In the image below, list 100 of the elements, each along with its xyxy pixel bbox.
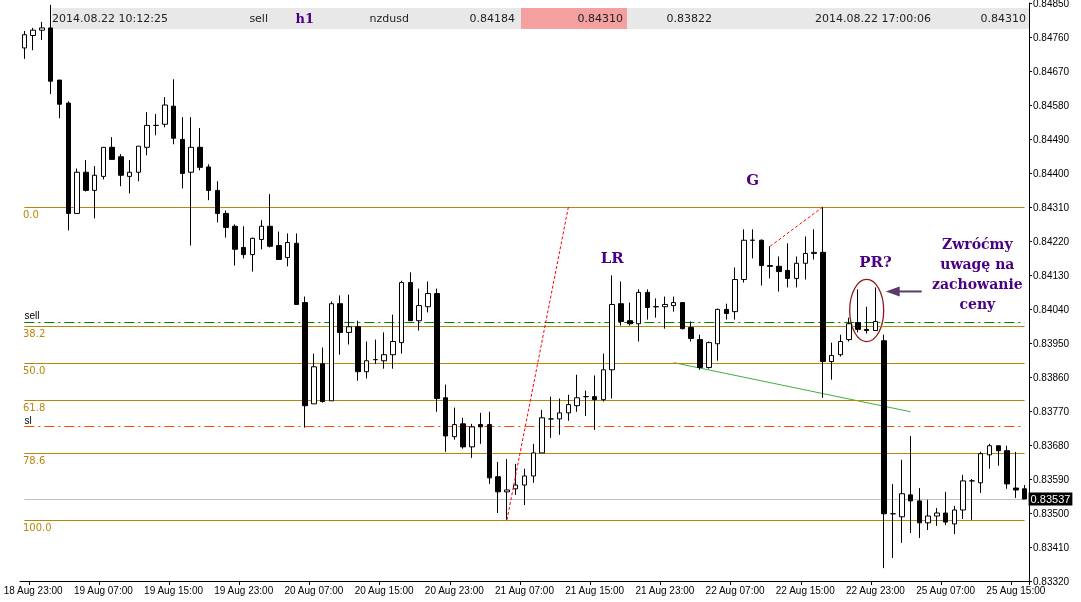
candlestick (531, 443, 536, 484)
x-tick-label: 22 Aug 07:00 (705, 584, 765, 596)
candlestick (487, 411, 492, 485)
y-tick-label: 0.84310 (1033, 201, 1070, 213)
candlestick (925, 499, 931, 531)
candlestick (408, 271, 413, 322)
candlestick (364, 340, 369, 380)
candlestick (943, 491, 948, 526)
y-tick-label: 0.83320 (1033, 575, 1070, 587)
candlestick (522, 468, 527, 506)
candlestick (557, 398, 562, 436)
candlestick (1013, 451, 1019, 499)
candlestick (162, 96, 168, 128)
candlestick (478, 412, 483, 445)
candlestick (855, 288, 861, 333)
candlestick (259, 219, 264, 250)
candlestick (732, 266, 738, 321)
candlestick (48, 4, 53, 95)
candlestick (504, 458, 510, 521)
candlestick (934, 507, 940, 527)
candlestick (899, 459, 905, 544)
y-tick-label: 0.83410 (1033, 541, 1070, 553)
candlestick (311, 353, 317, 405)
annotation: nzdusd (369, 11, 409, 27)
candlestick (1004, 445, 1010, 490)
candlestick (197, 127, 203, 171)
candlestick (294, 232, 299, 305)
x-tick-label: 25 Aug 07:00 (916, 584, 976, 596)
candlestick (864, 306, 869, 335)
annotation: 100.0 (23, 521, 52, 533)
x-tick-label: 22 Aug 23:00 (845, 584, 906, 596)
candlestick (355, 320, 361, 382)
y-tick-label: 0.83680 (1033, 439, 1070, 451)
y-tick-label: 0.83860 (1033, 371, 1070, 383)
y-tick-label: 0.83590 (1033, 473, 1070, 485)
candlestick (346, 294, 352, 346)
candlestick (750, 228, 755, 259)
candlestick (741, 228, 747, 284)
candlestick (74, 167, 80, 214)
annotation: 0.84310 (980, 11, 1026, 27)
candlestick (267, 193, 273, 248)
candlestick (653, 297, 659, 319)
candlestick (811, 228, 817, 261)
candlestick (671, 296, 676, 313)
candlestick (715, 308, 720, 362)
candlestick (978, 451, 983, 494)
candlestick (627, 302, 633, 327)
candlestick (583, 390, 589, 417)
x-tick-label: 19 Aug 07:00 (73, 584, 134, 596)
candlestick (618, 280, 624, 327)
candlestick (838, 334, 843, 358)
candlestick (794, 255, 799, 288)
annotation: h1 (295, 10, 314, 28)
candlestick (215, 180, 220, 223)
annotation: sell (249, 11, 268, 27)
candlestick (609, 274, 615, 400)
candlestick (57, 79, 62, 119)
candlestick (969, 478, 975, 521)
annotation: 61.8 (23, 402, 46, 414)
x-tick-label: 22 Aug 15:00 (775, 584, 836, 596)
ref-line-label: sell (24, 310, 40, 322)
candlestick (873, 286, 878, 332)
candlestick (171, 78, 176, 145)
candlestick (697, 334, 703, 371)
ref-line-label: 0.83537 (1030, 493, 1071, 506)
candlestick (250, 237, 255, 273)
annotation: 2014.08.22 10:12:25 (52, 11, 168, 27)
candlestick (513, 463, 518, 496)
candlestick (320, 347, 325, 404)
candlestick (30, 27, 36, 51)
candlestick (390, 314, 396, 370)
candlestick (399, 280, 404, 355)
annotation: 38.2 (23, 328, 46, 340)
candlestick (846, 317, 852, 342)
y-tick-label: 0.84670 (1033, 65, 1070, 77)
candlestick (820, 206, 826, 399)
candlestick (241, 225, 246, 259)
candlestick (539, 409, 545, 454)
x-tick-label: 20 Aug 15:00 (354, 584, 415, 596)
x-tick-label: 25 Aug 15:00 (986, 584, 1046, 596)
candlestick (601, 353, 606, 403)
x-tick-label: 18 Aug 23:00 (3, 584, 64, 596)
candlestick (223, 209, 229, 239)
y-tick-label: 0.84580 (1033, 99, 1070, 111)
candlestick (592, 374, 597, 431)
y-tick-label: 0.84040 (1033, 303, 1070, 315)
x-tick-label: 19 Aug 15:00 (144, 584, 204, 596)
annotation: 0.83822 (666, 11, 712, 27)
candlestick (381, 331, 387, 370)
candlestick (662, 296, 668, 330)
candlestick (39, 21, 45, 41)
x-tick-label: 21 Aug 23:00 (635, 584, 695, 596)
candlestick (688, 320, 694, 342)
candlestick (153, 113, 159, 136)
candlestick (645, 288, 650, 321)
candlestick (83, 159, 89, 193)
x-tick-label: 20 Aug 23:00 (424, 584, 485, 596)
y-tick-label: 0.84400 (1033, 167, 1070, 179)
x-tick-label: 21 Aug 07:00 (495, 584, 555, 596)
candlestick (724, 303, 729, 321)
